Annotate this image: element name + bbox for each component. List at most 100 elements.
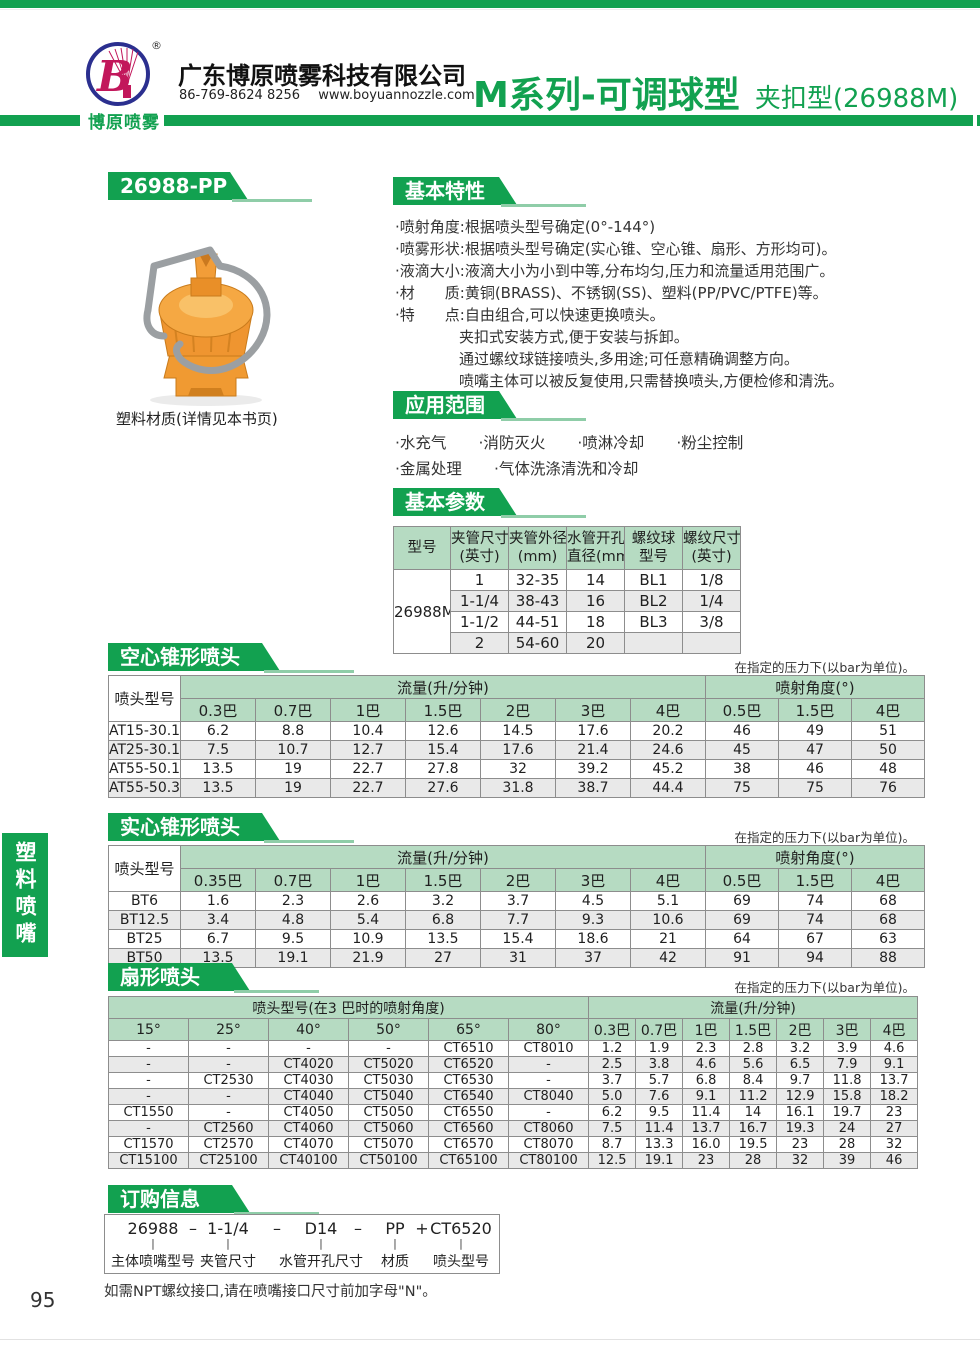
table-cell: 27.8 xyxy=(405,759,481,779)
table-cell: 8.7 xyxy=(588,1136,637,1153)
hollow-cone-table: 喷头型号 流量(升/分钟) 喷射角度(°) 0.3巴 0.7巴 1巴 1.5巴 2巴 3巴 4巴 0… xyxy=(108,675,926,798)
feature-item: ·材 质:黄铜(BRASS)、不锈钢(SS)、塑料(PP/PVC/PTFE)等。 xyxy=(395,284,828,302)
column-header: 夹管尺寸 (英寸) xyxy=(450,526,509,570)
table-cell: 5.4 xyxy=(330,910,406,930)
table-cell: CT80100 xyxy=(507,1152,590,1169)
group-header: 喷射角度(°) xyxy=(705,675,926,699)
ordering-note: 如需NPT螺纹接口,请在喷嘴接口尺寸前加字母"N"。 xyxy=(104,1284,437,1300)
table-cell: CT4050 xyxy=(268,1104,349,1121)
table-cell: 2.8 xyxy=(729,1040,778,1057)
row-label: BT6 xyxy=(108,891,181,911)
table-cell: 24.6 xyxy=(629,740,707,760)
table-cell: 14 xyxy=(566,569,625,591)
table-cell: 19 xyxy=(255,759,331,779)
table-cell: 3.2 xyxy=(405,891,481,911)
column-header: 0.35巴 xyxy=(180,868,256,892)
table-cell: 7.9 xyxy=(823,1056,872,1073)
group-header: 流量(升/分钟) xyxy=(588,996,919,1019)
table-cell: 13.5 xyxy=(180,778,256,798)
table-cell: 3.9 xyxy=(823,1040,872,1057)
table-cell: 28 xyxy=(823,1136,872,1153)
table-cell: CT5050 xyxy=(348,1104,429,1121)
table-cell: 13.5 xyxy=(405,929,481,949)
table-cell: 50 xyxy=(851,740,926,760)
table-cell: 2.3 xyxy=(255,891,331,911)
ordering-code-box: 26988 | 主体喷嘴型号 –1-1/4 | 夹管尺寸 – D14 | 水管开孔尺寸 – PP | 材质… xyxy=(104,1214,500,1274)
table-cell: - xyxy=(188,1104,269,1121)
solid-cone-table: 喷头型号 流量(升/分钟) 喷射角度(°) 0.35巴 0.7巴 1巴 1.5巴 2巴 3巴 4巴… xyxy=(108,845,926,968)
table-cell: 27.6 xyxy=(405,778,481,798)
feature-item: ·液滴大小:液滴大小为小到中等,分布均匀,压力和流量适用范围广。 xyxy=(395,262,835,280)
table-cell: 20 xyxy=(566,632,625,654)
table-cell: 39 xyxy=(823,1152,872,1169)
column-header: 0.3巴 xyxy=(588,1018,637,1041)
feature-item: ·喷射角度:根据喷头型号确定(0°-144°) xyxy=(395,218,656,236)
table-cell: 46 xyxy=(705,721,780,741)
application-item: ·消防灭火 xyxy=(478,434,546,452)
row-label: BT12.5 xyxy=(108,910,181,930)
column-header: 螺纹球 型号 xyxy=(624,526,683,570)
table-cell: 42 xyxy=(629,948,707,968)
features-underline xyxy=(501,204,586,207)
table-cell: 44.4 xyxy=(629,778,707,798)
table-cell: 6.8 xyxy=(682,1072,731,1089)
column-header: 1.5巴 xyxy=(405,868,481,892)
table-cell: 14 xyxy=(729,1104,778,1121)
section-title-fan: 扇形喷头 xyxy=(108,963,250,991)
table-cell: 38 xyxy=(705,759,780,779)
table-cell: 45.2 xyxy=(629,759,707,779)
table-cell: BL2 xyxy=(624,590,683,612)
column-header: 0.5巴 xyxy=(705,868,780,892)
ordering-connector: | xyxy=(319,1237,323,1250)
table-cell xyxy=(624,632,683,654)
table-cell: CT5040 xyxy=(348,1088,429,1105)
table-cell: 54-60 xyxy=(508,632,567,654)
row-label: AT55-50.3 xyxy=(108,778,181,798)
table-cell: 19.3 xyxy=(776,1120,825,1137)
table-cell: 9.5 xyxy=(255,929,331,949)
company-name: 广东博原喷雾科技有限公司 xyxy=(178,62,466,90)
table-cell: - xyxy=(108,1040,189,1057)
table-cell: 49 xyxy=(778,721,853,741)
column-header: 3巴 xyxy=(555,698,631,722)
table-cell: 4.6 xyxy=(870,1040,919,1057)
application-item: ·金属处理 xyxy=(395,460,462,478)
table-cell: - xyxy=(268,1040,349,1057)
column-header: 3巴 xyxy=(555,868,631,892)
table-cell: - xyxy=(507,1056,590,1073)
group-header: 喷射角度(°) xyxy=(705,845,926,869)
table-cell: CT8060 xyxy=(507,1120,590,1137)
table-cell: CT50100 xyxy=(348,1152,429,1169)
table-cell: 23 xyxy=(776,1136,825,1153)
table-cell: 6.5 xyxy=(776,1056,825,1073)
table-cell: 76 xyxy=(851,778,926,798)
company-logo: B xyxy=(86,42,150,106)
ordering-part-label: 水管开孔尺寸 xyxy=(279,1254,363,1270)
solid-cone-underline xyxy=(264,840,354,843)
table-cell: 19.7 xyxy=(823,1104,872,1121)
column-header: 1.5巴 xyxy=(729,1018,778,1041)
table-cell: - xyxy=(108,1056,189,1073)
column-header: 4巴 xyxy=(629,698,707,722)
section-title-features: 基本特性 xyxy=(393,177,517,205)
table-cell: 19.5 xyxy=(729,1136,778,1153)
series-title-sub: 夹扣型(26988M) xyxy=(754,84,959,114)
table-cell: 3.7 xyxy=(588,1072,637,1089)
table-cell: 38-43 xyxy=(508,590,567,612)
table-cell: CT5070 xyxy=(348,1136,429,1153)
table-cell: 9.7 xyxy=(776,1072,825,1089)
table-cell: CT6540 xyxy=(428,1088,509,1105)
ordering-connector: | xyxy=(151,1237,155,1250)
table-cell: 91 xyxy=(705,948,780,968)
group-header: 流量(升/分钟) xyxy=(179,845,707,869)
ordering-separator: – xyxy=(189,1219,197,1238)
column-header: 夹管外径 (mm) xyxy=(508,526,567,570)
table-cell: CT4020 xyxy=(268,1056,349,1073)
header-bar-cap xyxy=(977,115,980,126)
column-header: 4巴 xyxy=(851,868,926,892)
table-cell: 17.6 xyxy=(555,721,631,741)
table-cell: 18 xyxy=(566,611,625,633)
table-cell: - xyxy=(108,1072,189,1089)
ordering-separator: – xyxy=(354,1219,362,1238)
table-cell: 4.8 xyxy=(255,910,331,930)
